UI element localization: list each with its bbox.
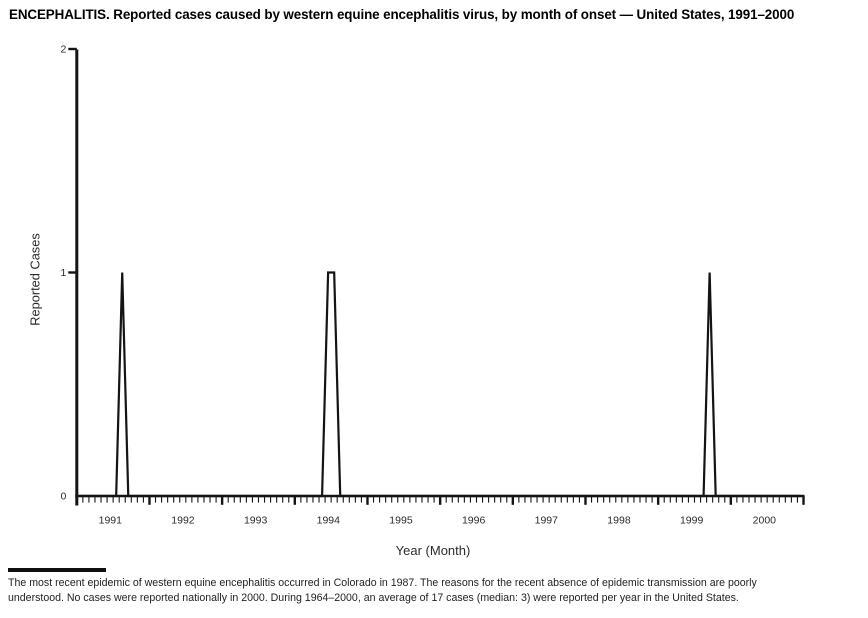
y-axis-tick-label: 0 <box>60 491 66 503</box>
x-axis-year-label: 1998 <box>607 515 631 527</box>
footnote-line-1: The most recent epidemic of western equi… <box>8 577 757 589</box>
x-axis-year-label: 2000 <box>753 515 777 527</box>
x-axis-year-label: 1992 <box>171 515 195 527</box>
footnote-rule <box>8 568 106 572</box>
x-axis-year-label: 1997 <box>535 515 559 527</box>
chart-title: ENCEPHALITIS. Reported cases caused by w… <box>9 7 795 22</box>
y-axis-tick-label: 1 <box>60 267 66 279</box>
x-axis-year-label: 1999 <box>680 515 704 527</box>
x-axis-year-label: 1996 <box>462 515 486 527</box>
x-axis-year-label: 1991 <box>99 515 123 527</box>
x-axis-year-label: 1994 <box>317 515 341 527</box>
footnote: The most recent epidemic of western equi… <box>8 576 864 606</box>
cases-line <box>79 271 801 498</box>
footnote-line-2: understood. No cases were reported natio… <box>8 592 739 604</box>
x-axis-year-label: 1993 <box>244 515 268 527</box>
x-axis-title: Year (Month) <box>395 543 471 558</box>
y-axis-tick-label: 2 <box>60 44 66 56</box>
x-axis-year-label: 1995 <box>389 515 413 527</box>
